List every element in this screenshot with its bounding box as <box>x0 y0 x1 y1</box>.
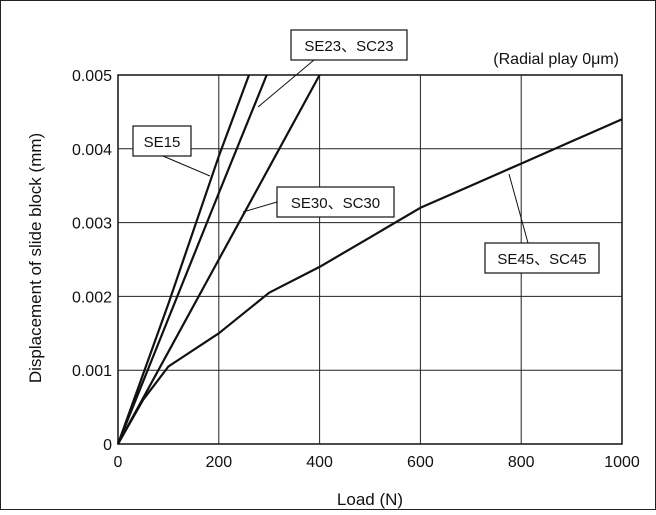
y-tick-label: 0 <box>103 437 112 454</box>
series-label: SE15 <box>144 134 181 151</box>
y-tick-label: 0.002 <box>72 289 112 306</box>
series-label: SE30、SC30 <box>291 195 380 212</box>
series-line-se30-sc30 <box>117 74 321 445</box>
radial-play-note: (Radial play 0μm) <box>493 51 619 68</box>
callout-box <box>484 242 600 274</box>
series-callouts: SE15 SE23、SC23 SE30、SC30 SE45、SC45 <box>132 29 600 274</box>
y-tick-label: 0.004 <box>72 142 112 159</box>
callout-se45-sc45: SE45、SC45 <box>484 173 600 274</box>
series-line-se15 <box>116 74 251 445</box>
series-label: SE23、SC23 <box>304 38 393 55</box>
plot-area-frame <box>117 74 623 445</box>
callout-box <box>290 29 408 61</box>
x-tick-label: 800 <box>508 454 535 471</box>
y-axis-title: Displacement of slide block (mm) <box>26 133 45 383</box>
y-tick-label: 0.003 <box>72 216 112 233</box>
y-tick-label: 0.005 <box>72 68 112 85</box>
x-tick-label: 0 <box>114 454 123 471</box>
callout-leader-line <box>162 155 211 177</box>
series-line-se45-sc45 <box>117 118 623 445</box>
callout-box <box>132 125 192 157</box>
x-tick-label: 200 <box>205 454 232 471</box>
x-tick-label: 400 <box>306 454 333 471</box>
tick-labels: 0 200 400 600 800 1000 0 0.001 0.002 0.003 0.004 0.… <box>72 68 640 471</box>
callout-se15: SE15 <box>132 125 211 177</box>
callout-se30-sc30: SE30、SC30 <box>242 186 395 218</box>
x-axis-title: Load (N) <box>337 490 403 509</box>
callout-box <box>276 186 395 218</box>
callout-leader-line <box>257 59 315 108</box>
series-label: SE45、SC45 <box>497 251 586 268</box>
y-tick-label: 0.001 <box>72 363 112 380</box>
callout-leader-line <box>508 173 529 244</box>
callout-se23-sc23: SE23、SC23 <box>257 29 408 108</box>
x-tick-label: 1000 <box>604 454 640 471</box>
series-lines <box>116 74 623 445</box>
callout-leader-line <box>242 201 278 213</box>
series-line-se23-sc23 <box>116 74 268 445</box>
x-tick-label: 600 <box>407 454 434 471</box>
grid <box>117 74 623 445</box>
